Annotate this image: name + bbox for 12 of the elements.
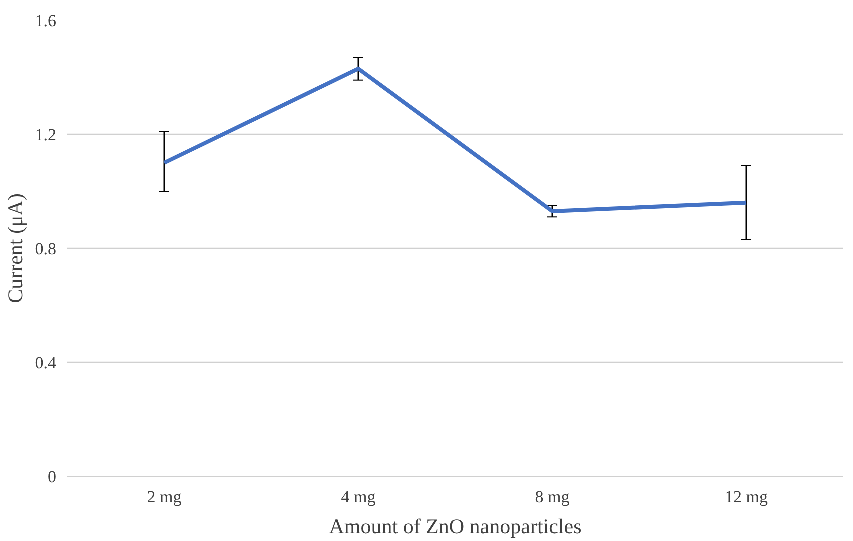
y-tick-label: 0.4 bbox=[35, 354, 57, 372]
x-tick-label: 8 mg bbox=[535, 488, 570, 506]
x-axis-title: Amount of ZnO nanoparticles bbox=[329, 514, 582, 538]
y-tick-label: 1.6 bbox=[35, 12, 56, 30]
x-tick-label: 2 mg bbox=[147, 488, 182, 506]
y-tick-label: 0.8 bbox=[35, 240, 56, 258]
line-series bbox=[162, 66, 748, 214]
y-tick-label: 0 bbox=[48, 468, 56, 486]
y-tick-label: 1.2 bbox=[35, 126, 56, 144]
x-tick-label: 4 mg bbox=[341, 488, 376, 506]
y-axis-title: Current (μA) bbox=[3, 194, 28, 304]
x-tick-label: 12 mg bbox=[725, 488, 768, 506]
